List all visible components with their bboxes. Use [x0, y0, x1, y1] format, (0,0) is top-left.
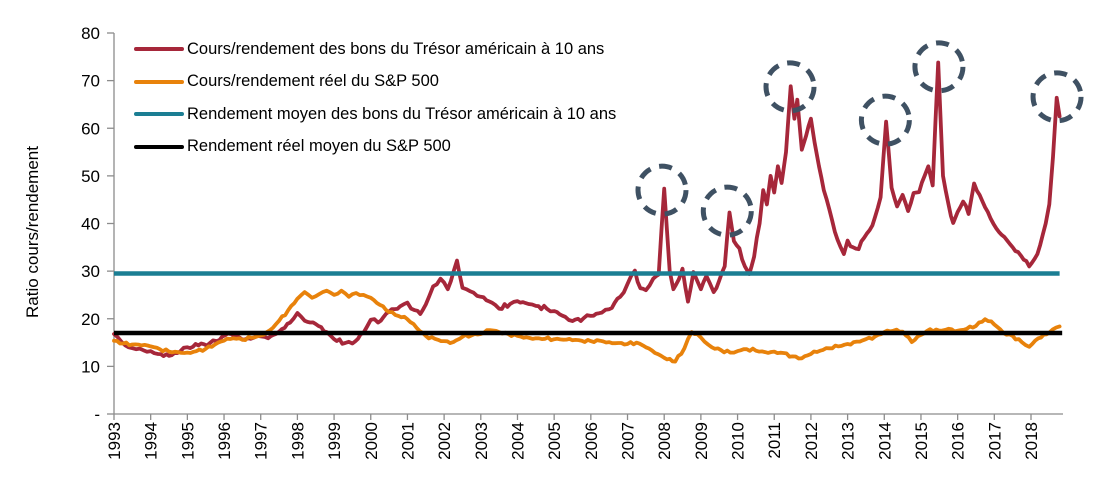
peak-highlight-circle: [912, 40, 966, 94]
x-tick-label: 2004: [508, 422, 527, 460]
legend-item-treasury-ratio: Cours/rendement des bons du Trésor améri…: [134, 33, 616, 66]
x-tick-label: 2014: [875, 422, 894, 460]
y-tick-label: 60: [81, 119, 100, 138]
y-tick-label: 10: [81, 357, 100, 376]
y-tick-label: 30: [81, 262, 100, 281]
x-tick-label: 2009: [692, 422, 711, 460]
chart-legend: Cours/rendement des bons du Trésor améri…: [134, 33, 616, 163]
x-tick-label: 2011: [765, 422, 784, 459]
series-line-1: [112, 288, 1062, 364]
x-tick-label: 2007: [619, 422, 638, 460]
x-tick-label: 2012: [802, 422, 821, 460]
x-tick-label: 2000: [362, 422, 381, 460]
x-tick-label: 2010: [729, 422, 748, 460]
legend-swatch-sp500-mean-icon: [134, 144, 184, 149]
x-tick-label: 1993: [105, 422, 124, 460]
peak-highlight-circle: [1030, 70, 1084, 124]
x-tick-label: 2002: [435, 422, 454, 460]
x-tick-label: 1999: [325, 422, 344, 460]
x-tick-label: 2001: [398, 422, 417, 460]
y-tick-label: -: [94, 405, 100, 424]
legend-swatch-treasury-ratio-icon: [134, 47, 184, 52]
legend-swatch-sp500-ratio-icon: [134, 79, 184, 84]
x-tick-label: 1994: [142, 422, 161, 460]
x-tick-label: 2015: [912, 422, 931, 460]
legend-item-sp500-ratio: Cours/rendement réel du S&P 500: [134, 66, 616, 99]
x-tick-label: 2005: [545, 422, 564, 460]
x-tick-label: 1995: [178, 422, 197, 460]
x-tick-label: 2008: [655, 422, 674, 460]
x-tick-label: 2003: [472, 422, 491, 460]
x-tick-label: 2006: [582, 422, 601, 460]
y-axis-title: Ratio cours/rendement: [23, 146, 42, 318]
x-tick-label: 1998: [288, 422, 307, 460]
legend-item-sp500-mean: Rendement réel moyen du S&P 500: [134, 131, 616, 164]
legend-label-sp500-mean: Rendement réel moyen du S&P 500: [187, 137, 451, 156]
y-tick-label: 20: [81, 310, 100, 329]
legend-label-treasury-mean: Rendement moyen des bons du Trésor améri…: [187, 104, 617, 123]
y-tick-label: 80: [81, 24, 100, 43]
x-tick-label: 1997: [252, 422, 271, 460]
peak-highlight-circle: [763, 60, 817, 114]
legend-item-treasury-mean: Rendement moyen des bons du Trésor améri…: [134, 98, 616, 131]
legend-swatch-treasury-mean-icon: [134, 112, 184, 117]
peak-highlight-circle: [700, 184, 754, 238]
y-tick-label: 50: [81, 167, 100, 186]
x-tick-label: 2018: [1022, 422, 1041, 460]
y-tick-label: 70: [81, 72, 100, 91]
y-tick-label: 40: [81, 215, 100, 234]
peak-highlight-circle: [858, 93, 912, 147]
peak-highlight-circle: [635, 163, 689, 217]
x-tick-label: 2013: [839, 422, 858, 460]
x-tick-label: 2016: [949, 422, 968, 460]
legend-label-sp500-ratio: Cours/rendement réel du S&P 500: [187, 72, 439, 91]
x-tick-label: 1996: [215, 422, 234, 460]
x-tick-label: 2017: [985, 422, 1004, 460]
legend-label-treasury-ratio: Cours/rendement des bons du Trésor améri…: [187, 39, 605, 58]
